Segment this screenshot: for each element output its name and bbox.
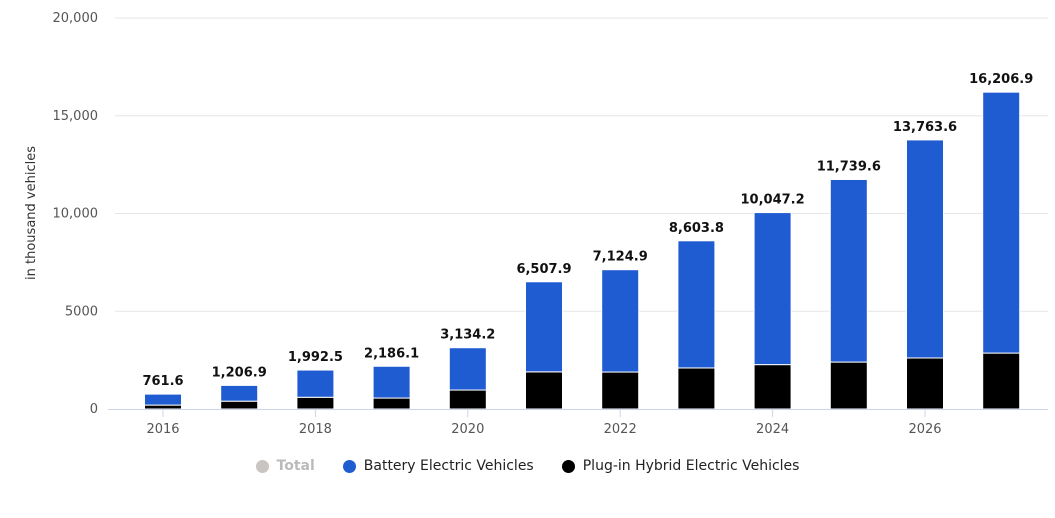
- data-label: 761.6: [142, 374, 183, 389]
- data-label: 3,134.2: [440, 328, 495, 343]
- bar-bev[interactable]: [448, 347, 487, 391]
- legend-label: Plug-in Hybrid Electric Vehicles: [582, 458, 800, 474]
- x-tick-label: 2020: [451, 422, 484, 437]
- bar-phev[interactable]: [448, 389, 487, 410]
- data-label: 10,047.2: [741, 193, 805, 208]
- data-label: 1,992.5: [288, 350, 343, 365]
- y-tick-label: 5000: [65, 304, 98, 319]
- bars: [144, 91, 1021, 410]
- x-tick-label: 2022: [604, 422, 637, 437]
- bar-phev[interactable]: [906, 357, 944, 410]
- bar-phev[interactable]: [525, 371, 563, 410]
- data-label: 2,186.1: [364, 346, 419, 361]
- y-tick-label: 10,000: [53, 207, 99, 222]
- legend: Total Battery Electric Vehicles Plug-in …: [0, 458, 1055, 474]
- bar-bev[interactable]: [906, 139, 944, 359]
- bar-bev[interactable]: [982, 91, 1021, 354]
- legend-item-bev[interactable]: Battery Electric Vehicles: [342, 458, 534, 474]
- legend-label: Battery Electric Vehicles: [363, 458, 534, 474]
- data-label: 13,763.6: [893, 120, 957, 135]
- bar-phev[interactable]: [296, 396, 335, 410]
- phev-legend-dot-icon: [561, 459, 575, 473]
- total-legend-dot-icon: [255, 459, 269, 473]
- bar-bev[interactable]: [677, 240, 716, 369]
- stacked-bar-chart: 0 5000 10,000 15,000 20,000 in thousand vehi…: [24, 11, 1048, 437]
- gridlines: [115, 17, 1048, 312]
- bar-bev[interactable]: [144, 393, 182, 406]
- x-tick-label: 2024: [756, 422, 789, 437]
- y-tick-label: 20,000: [53, 11, 99, 26]
- data-labels: 761.6 1,206.9 1,992.5 2,186.1 3,134.2 6,507.9…: [142, 72, 1033, 389]
- bar-phev[interactable]: [677, 367, 716, 410]
- bar-phev[interactable]: [829, 361, 868, 410]
- data-label: 6,507.9: [516, 262, 571, 277]
- legend-item-total[interactable]: Total: [255, 458, 315, 474]
- y-axis: 0 5000 10,000 15,000 20,000: [53, 11, 99, 417]
- bar-phev[interactable]: [982, 352, 1021, 410]
- legend-item-phev[interactable]: Plug-in Hybrid Electric Vehicles: [561, 458, 800, 474]
- legend-label: Total: [276, 458, 315, 474]
- data-label: 1,206.9: [212, 365, 267, 380]
- y-tick-label: 15,000: [53, 109, 99, 124]
- bar-phev[interactable]: [753, 364, 792, 410]
- data-label: 11,739.6: [817, 159, 881, 174]
- bar-phev[interactable]: [601, 371, 640, 410]
- bar-phev[interactable]: [144, 404, 182, 410]
- bar-bev[interactable]: [296, 369, 335, 398]
- bar-phev[interactable]: [220, 400, 259, 410]
- y-tick-label: 0: [90, 402, 98, 417]
- data-label: 8,603.8: [669, 221, 724, 236]
- bar-bev[interactable]: [829, 178, 868, 363]
- bar-bev[interactable]: [525, 281, 563, 373]
- bar-bev[interactable]: [220, 384, 259, 402]
- bar-bev[interactable]: [372, 365, 411, 399]
- bar-bev[interactable]: [601, 269, 640, 373]
- y-axis-label: in thousand vehicles: [24, 146, 39, 280]
- bev-legend-dot-icon: [342, 459, 356, 473]
- x-tick-label: 2026: [908, 422, 941, 437]
- data-label: 7,124.9: [593, 250, 648, 265]
- x-tick-label: 2016: [146, 422, 179, 437]
- x-axis: 2016 2018 2020 2022 2024 2026: [108, 409, 1048, 437]
- bar-bev[interactable]: [753, 212, 792, 366]
- x-tick-label: 2018: [299, 422, 332, 437]
- bar-phev[interactable]: [372, 397, 411, 410]
- data-label: 16,206.9: [969, 72, 1033, 87]
